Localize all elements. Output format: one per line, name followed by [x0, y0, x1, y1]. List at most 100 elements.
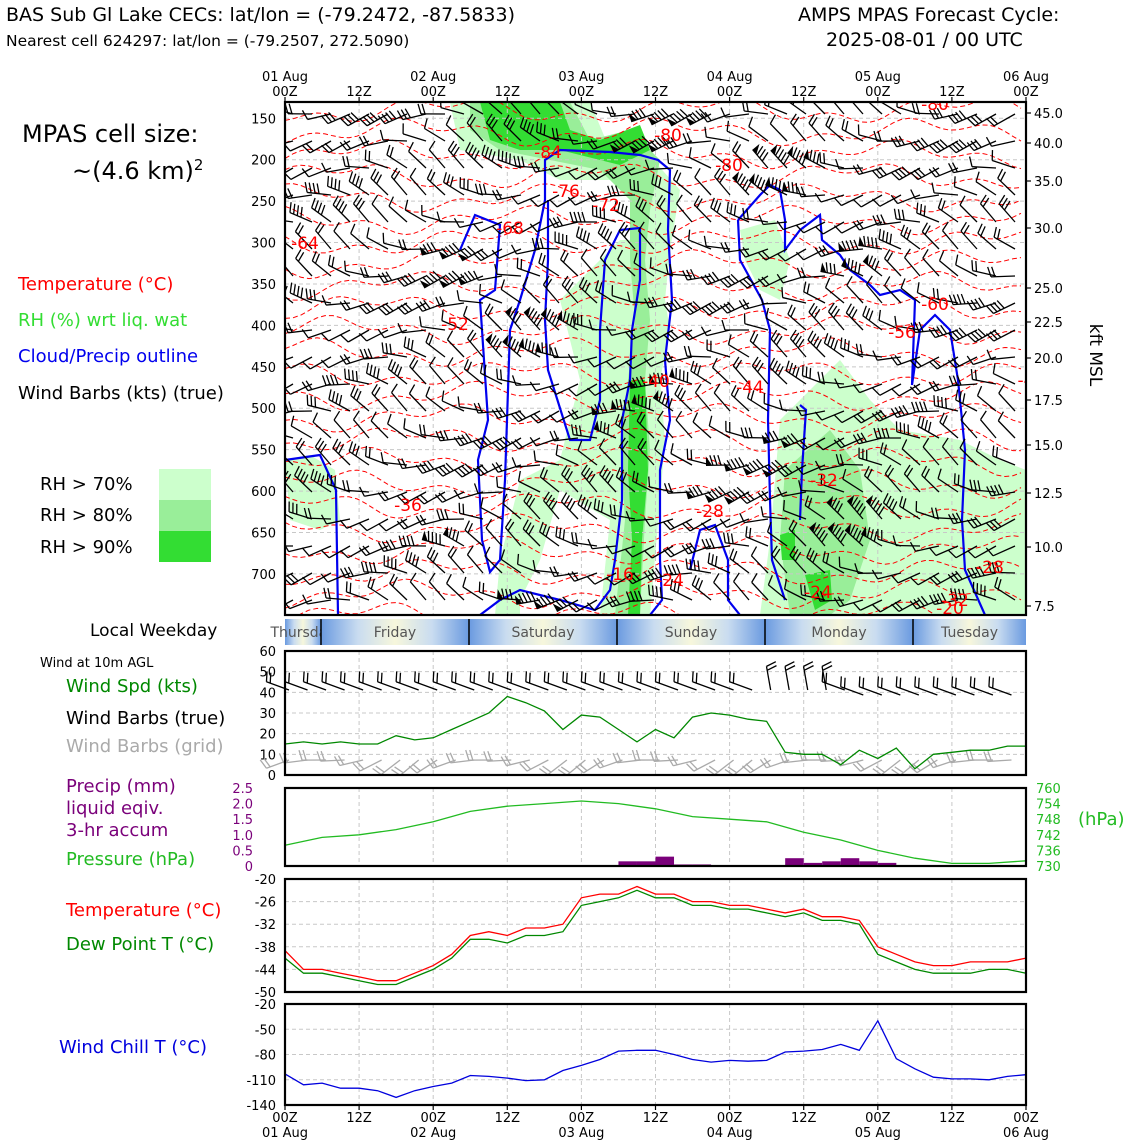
upper-wind-barb-feather — [346, 480, 350, 491]
upper-wind-barb-feather — [457, 467, 467, 476]
upper-wind-barb-feather — [539, 521, 544, 533]
upper-wind-barb-feather — [655, 567, 663, 578]
upper-wind-barb-feather — [527, 340, 532, 351]
upper-wind-barb-feather — [407, 338, 410, 349]
upper-wind-barb-feather — [954, 588, 958, 599]
upper-wind-barb — [915, 194, 940, 200]
upper-wind-barb — [325, 383, 351, 386]
upper-wind-barb-feather — [846, 275, 853, 286]
grid-wind-barb-feather — [802, 749, 807, 761]
upper-wind-barb-feather — [777, 486, 783, 497]
upper-wind-barb-feather — [901, 439, 908, 450]
upper-wind-barb-feather — [519, 117, 525, 128]
upper-wind-barb — [307, 404, 332, 412]
upper-wind-barb — [428, 581, 446, 601]
upper-wind-barb-feather — [635, 196, 641, 207]
upper-wind-barb-feather — [381, 541, 389, 551]
upper-wind-barb-feather — [393, 170, 401, 181]
upper-wind-barb-feather — [495, 189, 502, 200]
upper-wind-barb — [425, 395, 446, 412]
upper-wind-barb-feather — [994, 576, 999, 588]
upper-wind-barb-feather — [562, 311, 567, 322]
upper-wind-barb — [480, 507, 503, 520]
upper-wind-barb-feather — [351, 443, 357, 454]
upper-wind-barb-feather — [667, 482, 673, 494]
true-wind-barb-feather — [895, 676, 898, 687]
upper-wind-barb-feather — [953, 176, 956, 187]
upper-wind-barb-feather — [928, 547, 937, 556]
upper-wind-barb-feather — [549, 566, 555, 577]
upper-wind-barb-feather — [656, 194, 664, 205]
upper-wind-barb-feather — [955, 570, 963, 580]
upper-wind-barb-feather — [298, 440, 305, 451]
upper-wind-barb-feather — [676, 172, 682, 183]
upper-wind-barb-feather — [733, 205, 737, 216]
upper-wind-barb — [289, 211, 313, 223]
upper-wind-barb-feather — [720, 242, 726, 253]
upper-wind-barb-feather — [955, 329, 964, 338]
upper-wind-barb-feather — [528, 525, 535, 535]
upper-wind-barb-feather — [669, 578, 673, 590]
upper-wind-barb-feather — [675, 564, 681, 575]
upper-wind-barb-feather — [780, 152, 787, 162]
upper-wind-barb-feather — [613, 199, 618, 211]
upper-wind-barb-flag — [761, 434, 770, 444]
top-hour-label: 12Z — [346, 85, 372, 100]
grid-wind-barb-feather — [820, 751, 826, 762]
upper-wind-barb-feather — [647, 297, 654, 308]
upper-wind-barb-feather — [543, 491, 550, 501]
upper-wind-barb — [441, 400, 465, 412]
upper-wind-barb-feather — [440, 509, 445, 520]
upper-wind-barb-feather — [400, 276, 409, 286]
upper-wind-barb-feather — [941, 200, 946, 211]
upper-wind-barb-feather — [590, 139, 598, 149]
true-wind-barb-feather — [803, 661, 814, 667]
upper-wind-barb-feather — [806, 547, 812, 558]
upper-wind-barb-feather — [685, 558, 688, 570]
upper-wind-barb-feather — [831, 90, 837, 99]
upper-wind-barb-feather — [491, 190, 499, 201]
upper-wind-barb-feather — [970, 517, 978, 527]
upper-wind-barb — [593, 356, 617, 368]
true-wind-barb-feather — [954, 677, 957, 689]
upper-wind-barb-feather — [733, 572, 740, 582]
upper-wind-barb-feather — [510, 413, 519, 423]
upper-wind-barb-feather — [655, 222, 662, 233]
upper-wind-barb — [959, 447, 978, 466]
weekday-label-text: Monday — [811, 625, 866, 641]
upper-wind-barb-feather — [465, 433, 473, 443]
upper-wind-barb-feather — [367, 576, 372, 587]
temperature-label: -32 — [941, 591, 969, 611]
cell-size-value: ~(4.6 km)2 — [72, 156, 203, 185]
upper-wind-barb-feather — [996, 228, 1001, 240]
upper-wind-barb-feather — [648, 476, 651, 487]
upper-wind-barb-feather — [643, 298, 651, 308]
pressure-tick: 600 — [251, 485, 276, 500]
upper-wind-barb-feather — [898, 135, 906, 146]
upper-wind-barb-feather — [396, 278, 405, 287]
upper-wind-barb-feather — [951, 113, 960, 123]
upper-wind-barb-feather — [609, 504, 613, 515]
upper-wind-barb-feather — [294, 465, 300, 476]
upper-wind-barb-feather — [939, 139, 948, 148]
upper-wind-barb-feather — [959, 438, 966, 449]
true-wind-barb-feather — [547, 672, 550, 684]
upper-wind-barb-feather — [742, 278, 752, 287]
temperature-label: -24 — [804, 583, 832, 603]
upper-wind-barb-feather — [815, 226, 824, 235]
upper-wind-barb-feather — [402, 239, 407, 250]
upper-wind-barb — [670, 588, 693, 601]
upper-wind-barb — [479, 293, 503, 304]
grid-wind-barb-feather — [394, 766, 404, 774]
upper-wind-barb-feather — [635, 109, 643, 119]
true-wind-barb-feather — [325, 672, 328, 684]
upper-wind-barb-feather — [514, 314, 522, 324]
upper-wind-barb — [285, 220, 294, 223]
upper-wind-barb-flag — [628, 113, 637, 122]
upper-wind-barb-feather — [567, 196, 576, 206]
upper-wind-barb-feather — [970, 140, 979, 150]
true-wind-barb-feather — [399, 672, 402, 684]
upper-wind-barb-feather — [385, 271, 393, 281]
upper-wind-barb-feather — [795, 182, 798, 194]
weekday-label-text: Thursday — [269, 625, 335, 641]
